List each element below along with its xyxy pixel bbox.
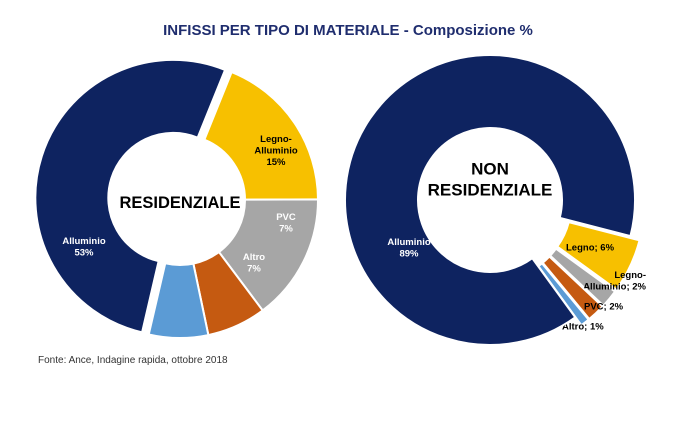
chart-title: INFISSI PER TIPO DI MATERIALE - Composiz… (163, 22, 533, 39)
slice-alluminio (344, 54, 636, 346)
slice-alluminio (34, 58, 227, 334)
slice-legno (555, 220, 641, 291)
data-label-pvc: PVC 7% (276, 212, 296, 235)
data-label-altro: Altro 7% (243, 252, 265, 275)
data-label-altro: Altro; 1% (562, 322, 604, 333)
slice-altro (147, 262, 210, 339)
center-label: RESIDENZIALE (119, 194, 240, 212)
slice-legno-alluminio (548, 247, 617, 308)
data-label-alluminio: Alluminio 53% (62, 236, 105, 259)
source-note: Fonte: Ance, Indagine rapida, ottobre 20… (38, 355, 228, 366)
data-label-legno-alluminio: Legno-Alluminio 15% (254, 134, 297, 168)
data-label-alluminio: Alluminio 89% (387, 237, 430, 260)
data-label-legno-alluminio: Legno-Alluminio; 2% (583, 270, 646, 293)
donut-non-residenziale: Legno; 6% Legno-Alluminio; 2% PVC; 2% Altro… (344, 54, 647, 346)
slice-legno (203, 70, 320, 201)
data-label-legno: Legno; 6% (566, 243, 615, 254)
data-label-pvc: PVC; 2% (584, 302, 624, 313)
donut-residenziale: Legno19%Legno-Alluminio15%PVC7%Altro7%Al… (34, 58, 320, 339)
center-label: NON RESIDENZIALE (428, 160, 553, 200)
